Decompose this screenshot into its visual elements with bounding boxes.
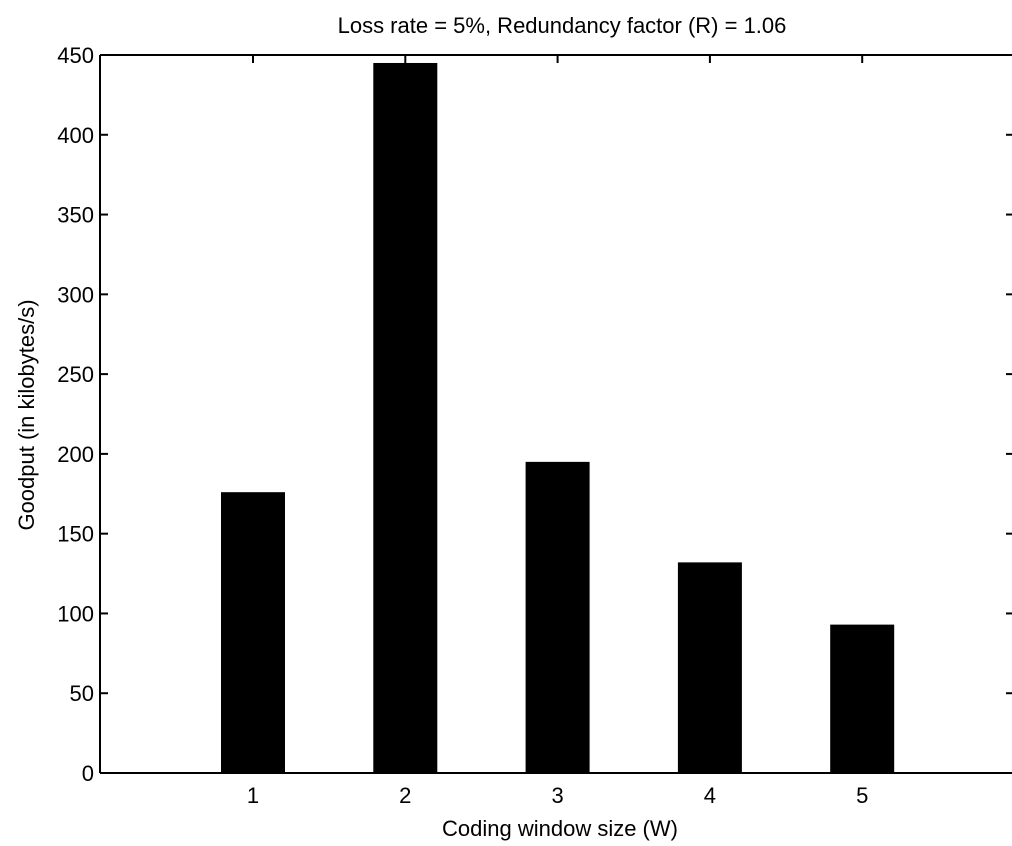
y-axis-label: Goodput (in kilobytes/s): [14, 299, 39, 530]
x-tick-label-4: 4: [704, 783, 716, 808]
x-axis-label: Coding window size (W): [442, 816, 678, 841]
y-tick-label-450: 450: [57, 43, 94, 68]
y-tick-label-350: 350: [57, 203, 94, 228]
bar-4: [677, 562, 742, 773]
y-tick-label-250: 250: [57, 362, 94, 387]
bar-5: [830, 624, 895, 773]
chart-title: Loss rate = 5%, Redundancy factor (R) = …: [338, 13, 787, 38]
y-tick-label-100: 100: [57, 601, 94, 626]
x-tick-label-5: 5: [856, 783, 868, 808]
x-tick-label-2: 2: [399, 783, 411, 808]
plot-area: 0 50 100 150 200 250 300 350 400 450 1 2 3 4 5: [57, 43, 1012, 808]
y-tick-label-50: 50: [70, 681, 94, 706]
x-tick-label-3: 3: [551, 783, 563, 808]
bar-3: [525, 461, 590, 773]
y-tick-label-400: 400: [57, 123, 94, 148]
y-tick-label-200: 200: [57, 442, 94, 467]
x-tick-label-1: 1: [247, 783, 259, 808]
y-tick-label-150: 150: [57, 522, 94, 547]
y-tick-label-300: 300: [57, 282, 94, 307]
bar-2: [373, 62, 438, 773]
bar-1: [221, 492, 285, 773]
y-tick-label-0: 0: [82, 761, 94, 786]
